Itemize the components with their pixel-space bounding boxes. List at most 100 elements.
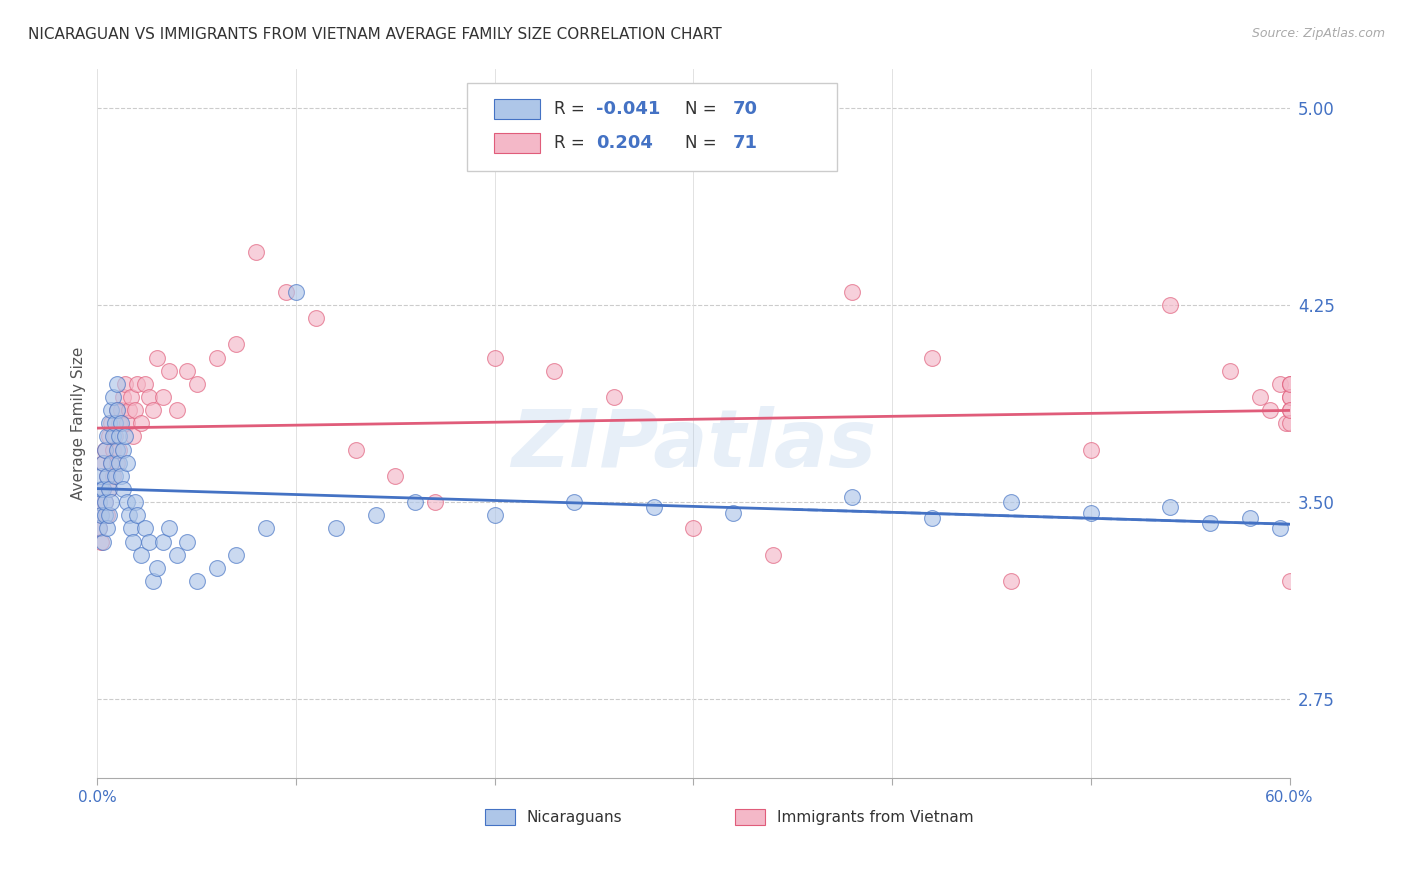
- Point: [176, 534, 198, 549]
- Point: [1159, 500, 1181, 515]
- Point: [98, 429, 121, 443]
- Point: [205, 351, 228, 365]
- Point: [325, 521, 347, 535]
- Point: [90, 482, 112, 496]
- Point: [108, 429, 131, 443]
- Point: [105, 442, 128, 457]
- Point: [98, 482, 121, 496]
- Point: [1268, 521, 1291, 535]
- Point: [245, 245, 267, 260]
- Point: [1278, 376, 1301, 391]
- Point: [110, 469, 132, 483]
- Point: [129, 417, 152, 431]
- Point: [124, 403, 146, 417]
- Point: [138, 390, 160, 404]
- Point: [254, 521, 277, 535]
- Point: [94, 495, 117, 509]
- Point: [122, 534, 145, 549]
- Point: [603, 390, 626, 404]
- Point: [305, 311, 328, 326]
- Point: [1278, 390, 1301, 404]
- Text: Source: ZipAtlas.com: Source: ZipAtlas.com: [1251, 27, 1385, 40]
- Point: [110, 403, 132, 417]
- Point: [98, 482, 121, 496]
- Point: [91, 456, 114, 470]
- Text: Nicaraguans: Nicaraguans: [526, 810, 623, 825]
- Text: N =: N =: [685, 100, 721, 118]
- Point: [96, 429, 118, 443]
- Point: [285, 285, 308, 299]
- Point: [152, 534, 174, 549]
- Point: [108, 456, 131, 470]
- Point: [94, 442, 117, 457]
- Point: [122, 429, 145, 443]
- Point: [89, 495, 111, 509]
- Point: [146, 561, 169, 575]
- Point: [404, 495, 426, 509]
- Point: [127, 508, 149, 523]
- Point: [225, 337, 247, 351]
- FancyBboxPatch shape: [485, 809, 515, 825]
- Point: [423, 495, 446, 509]
- Point: [1278, 403, 1301, 417]
- Point: [921, 351, 943, 365]
- Point: [104, 417, 127, 431]
- Point: [1274, 417, 1296, 431]
- Point: [129, 548, 152, 562]
- Point: [484, 508, 506, 523]
- Point: [152, 390, 174, 404]
- Point: [90, 508, 112, 523]
- Point: [1278, 390, 1301, 404]
- Point: [94, 508, 117, 523]
- Point: [225, 548, 247, 562]
- Point: [120, 390, 142, 404]
- Point: [115, 495, 138, 509]
- Point: [105, 403, 128, 417]
- Point: [104, 429, 127, 443]
- Point: [274, 285, 297, 299]
- Point: [134, 376, 156, 391]
- Point: [124, 495, 146, 509]
- Point: [91, 456, 114, 470]
- Point: [142, 403, 165, 417]
- Point: [134, 521, 156, 535]
- Point: [484, 351, 506, 365]
- Point: [98, 417, 121, 431]
- FancyBboxPatch shape: [495, 133, 540, 153]
- Point: [98, 508, 121, 523]
- Point: [1199, 516, 1222, 531]
- Point: [1278, 574, 1301, 588]
- Point: [1159, 298, 1181, 312]
- Point: [384, 469, 406, 483]
- Point: [90, 508, 112, 523]
- Point: [1080, 506, 1102, 520]
- Point: [91, 482, 114, 496]
- Point: [96, 508, 118, 523]
- Point: [186, 376, 208, 391]
- Point: [120, 521, 142, 535]
- FancyBboxPatch shape: [735, 809, 765, 825]
- Point: [105, 456, 128, 470]
- Text: R =: R =: [554, 100, 591, 118]
- Point: [1080, 442, 1102, 457]
- Point: [166, 403, 188, 417]
- Point: [91, 534, 114, 549]
- Point: [105, 376, 128, 391]
- Point: [166, 548, 188, 562]
- Point: [1219, 364, 1241, 378]
- Point: [91, 482, 114, 496]
- Point: [103, 469, 125, 483]
- Point: [114, 429, 136, 443]
- Point: [205, 561, 228, 575]
- Point: [94, 495, 117, 509]
- Point: [841, 285, 863, 299]
- Point: [89, 495, 111, 509]
- Point: [100, 417, 122, 431]
- Point: [921, 511, 943, 525]
- Point: [1278, 403, 1301, 417]
- Point: [1278, 417, 1301, 431]
- Point: [100, 403, 122, 417]
- Point: [118, 403, 141, 417]
- Point: [94, 442, 117, 457]
- Text: 70: 70: [733, 100, 758, 118]
